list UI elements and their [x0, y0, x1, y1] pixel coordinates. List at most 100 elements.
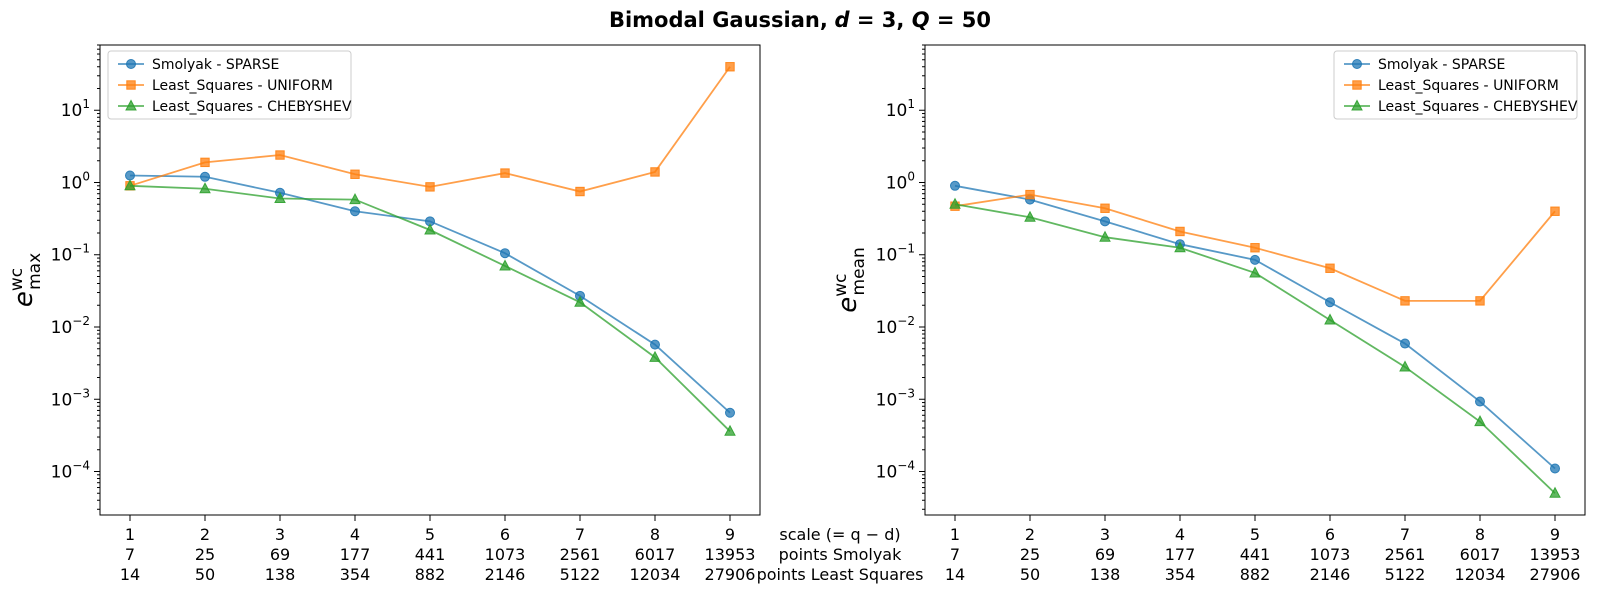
- legend-label: Least_Squares - UNIFORM: [152, 78, 333, 94]
- x-row-label-1: scale (= q − d): [779, 525, 900, 544]
- data-point: [1475, 296, 1485, 306]
- data-point: [950, 180, 960, 191]
- series-line: [129, 174, 731, 414]
- legend-item: Smolyak - SPARSE: [118, 57, 279, 73]
- data-point: [1400, 338, 1410, 349]
- data-point: [274, 191, 286, 204]
- series-circle: [125, 170, 735, 418]
- title-bold: Bimodal Gaussian,: [608, 8, 828, 32]
- data-point: [349, 193, 361, 205]
- data-point: [1550, 463, 1560, 474]
- legend: Smolyak - SPARSE Least_Squares - UNIFORM L…: [107, 50, 352, 120]
- title-d-val: = 3,: [849, 8, 912, 32]
- x-tick-label-row-1: 8: [1475, 525, 1485, 544]
- series-square: [950, 189, 1560, 306]
- x-tick-label-row-1: 2: [1025, 525, 1035, 544]
- title-d-var: d: [834, 8, 850, 32]
- legend-label: Smolyak - SPARSE: [152, 57, 279, 73]
- x-tick-label-row-3: 50: [1020, 565, 1040, 584]
- x-tick-label-row-2: 69: [1095, 545, 1115, 564]
- y-tick-label: 10−1: [51, 242, 90, 266]
- series-square: [125, 62, 735, 197]
- x-tick-label-row-2: 13953: [705, 545, 756, 564]
- chart-panel-1: 10−410−310−210−1100101ewcmax171422550369…: [7, 44, 761, 584]
- x-tick-label-row-2: 13953: [1530, 545, 1581, 564]
- y-tick-label: 100: [61, 169, 90, 193]
- x-tick-label-row-1: 7: [1400, 525, 1410, 544]
- y-axis-label-text: ewcmax: [7, 253, 45, 307]
- data-point: [199, 182, 211, 194]
- data-point: [1475, 396, 1485, 407]
- data-point: [424, 223, 436, 235]
- data-point: [575, 186, 585, 197]
- x-tick-label-row-1: 6: [500, 525, 510, 544]
- y-axis-label-text: ewcmean: [831, 247, 869, 312]
- title-q-var: Q: [911, 8, 930, 32]
- data-point: [499, 259, 511, 271]
- y-tick-label: 10−1: [876, 242, 915, 266]
- data-point: [125, 170, 135, 181]
- x-tick-label-row-1: 7: [575, 525, 585, 544]
- data-point: [1100, 216, 1110, 227]
- x-row-label-3: points Least Squares: [757, 565, 924, 584]
- y-tick-label: 10−4: [876, 459, 915, 483]
- x-tick-label-row-3: 882: [1240, 565, 1271, 584]
- x-tick-label-row-3: 2146: [1310, 565, 1351, 584]
- data-point: [1250, 243, 1260, 253]
- data-point: [1174, 241, 1186, 253]
- data-point: [724, 424, 736, 436]
- x-tick-label-row-2: 6017: [1460, 545, 1501, 564]
- y-tick-label: 10−2: [876, 314, 915, 338]
- legend-box: [107, 50, 352, 120]
- x-tick-label-row-2: 441: [415, 545, 446, 564]
- data-point: [1325, 297, 1335, 308]
- data-point: [275, 150, 285, 160]
- x-tick-label-row-1: 1: [950, 525, 960, 544]
- data-point: [200, 171, 210, 182]
- legend-item: Least_Squares - CHEBYSHEV: [118, 99, 352, 115]
- y-tick-label: 10−2: [51, 314, 90, 338]
- legend-box: [1333, 50, 1578, 120]
- data-point: [1549, 486, 1561, 498]
- legend-marker: [125, 99, 137, 111]
- data-point: [350, 169, 360, 179]
- x-tick-label-row-2: 25: [1020, 545, 1040, 564]
- y-tick-label: 10−3: [876, 386, 915, 410]
- data-point: [1175, 226, 1185, 237]
- data-point: [1550, 206, 1560, 216]
- y-tick-label: 10−3: [51, 386, 90, 410]
- x-tick-label-row-3: 354: [1165, 565, 1196, 584]
- x-tick-label-row-1: 1: [125, 525, 135, 544]
- x-tick-label-row-1: 3: [275, 525, 285, 544]
- series-circle: [950, 180, 1560, 474]
- legend-label: Least_Squares - CHEBYSHEV: [152, 99, 352, 115]
- x-tick-label-row-1: 5: [1250, 525, 1260, 544]
- x-tick-label-row-2: 7: [125, 545, 135, 564]
- x-tick-label-row-2: 1073: [1310, 545, 1351, 564]
- x-tick-label-row-3: 138: [1090, 565, 1121, 584]
- data-point: [124, 179, 136, 191]
- data-point: [1399, 360, 1411, 372]
- x-tick-label-row-1: 4: [350, 525, 360, 544]
- x-tick-label-row-3: 50: [195, 565, 215, 584]
- legend-item: Least_Squares - UNIFORM: [1344, 78, 1559, 94]
- data-point: [949, 197, 961, 209]
- data-point: [574, 295, 586, 307]
- x-tick-label-row-1: 8: [650, 525, 660, 544]
- x-tick-label-row-2: 2561: [1385, 545, 1426, 564]
- data-point: [1400, 296, 1410, 306]
- x-tick-label-row-1: 2: [200, 525, 210, 544]
- legend-label: Least_Squares - UNIFORM: [1378, 78, 1559, 94]
- x-tick-label-row-2: 177: [1165, 545, 1196, 564]
- data-point: [725, 407, 735, 418]
- x-tick-label-row-3: 14: [945, 565, 965, 584]
- x-tick-label-row-3: 354: [340, 565, 371, 584]
- legend-marker: [1352, 80, 1362, 90]
- x-tick-label-row-1: 3: [1100, 525, 1110, 544]
- x-tick-label-row-3: 138: [265, 565, 296, 584]
- x-tick-label-row-1: 5: [425, 525, 435, 544]
- data-point: [725, 62, 735, 72]
- series-triangle: [949, 197, 1561, 498]
- x-tick-label-row-1: 6: [1325, 525, 1335, 544]
- x-tick-label-row-2: 69: [270, 545, 290, 564]
